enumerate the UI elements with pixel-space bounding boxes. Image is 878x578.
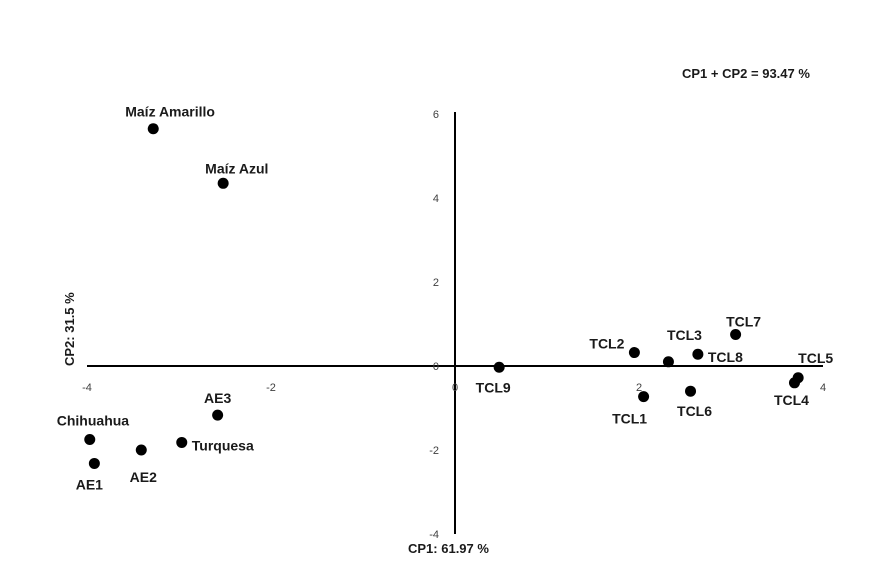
variance-annotation: CP1 + CP2 = 93.47 %	[682, 66, 810, 81]
label-chihuahua: Chihuahua	[57, 413, 130, 429]
label-tcl7: TCL7	[726, 314, 761, 330]
label-ae1: AE1	[76, 476, 103, 492]
point-ae3	[212, 409, 224, 421]
label-maiz-amarillo: Maíz Amarillo	[125, 104, 215, 120]
x-tick-label: -2	[266, 382, 276, 394]
point-ae1	[88, 457, 100, 469]
x-axis-label: CP1: 61.97 %	[408, 541, 489, 556]
tick-labels: -4 -2 0 2 4 -4 -2 0 2 4 6	[82, 109, 826, 541]
y-tick-label: -4	[429, 529, 439, 541]
label-tcl9: TCL9	[476, 379, 511, 395]
label-tcl8: TCL8	[708, 349, 743, 365]
point-maiz-azul	[217, 177, 229, 189]
label-ae3: AE3	[204, 390, 231, 406]
data-points	[84, 123, 804, 469]
point-ae2	[135, 444, 147, 456]
label-tcl1: TCL1	[612, 411, 647, 427]
y-tick-label: 2	[433, 277, 439, 289]
point-tcl3	[662, 356, 674, 368]
label-tcl4: TCL4	[774, 392, 809, 408]
label-tcl3: TCL3	[667, 327, 702, 343]
label-tcl6: TCL6	[677, 403, 712, 419]
axes	[87, 112, 823, 534]
point-tcl2	[628, 347, 640, 359]
label-maiz-azul: Maíz Azul	[205, 160, 268, 176]
y-tick-label: 6	[433, 109, 439, 121]
point-tcl9	[493, 361, 505, 373]
point-tcl8	[692, 348, 704, 360]
label-ae2: AE2	[130, 469, 157, 485]
x-tick-label: 2	[636, 382, 642, 394]
x-tick-label: -4	[82, 382, 92, 394]
point-maiz-amarillo	[147, 123, 159, 135]
label-turquesa: Turquesa	[192, 437, 254, 453]
point-tcl1	[638, 391, 650, 403]
y-tick-label: -2	[429, 445, 439, 457]
point-tcl6	[685, 385, 697, 397]
point-labels: Maíz Amarillo Maíz Azul AE3 Chihuahua AE2 Tur…	[57, 104, 834, 493]
x-tick-label: 4	[820, 382, 826, 394]
x-tick-label: 0	[452, 382, 458, 394]
label-tcl5: TCL5	[798, 350, 833, 366]
point-turquesa	[176, 436, 188, 448]
point-tcl4	[788, 377, 800, 389]
point-tcl7	[730, 329, 742, 340]
y-tick-label: 0	[433, 361, 439, 373]
label-tcl2: TCL2	[589, 336, 624, 352]
y-axis-label: CP2: 31.5 %	[62, 292, 77, 366]
point-chihuahua	[84, 434, 96, 445]
y-tick-label: 4	[433, 193, 439, 205]
